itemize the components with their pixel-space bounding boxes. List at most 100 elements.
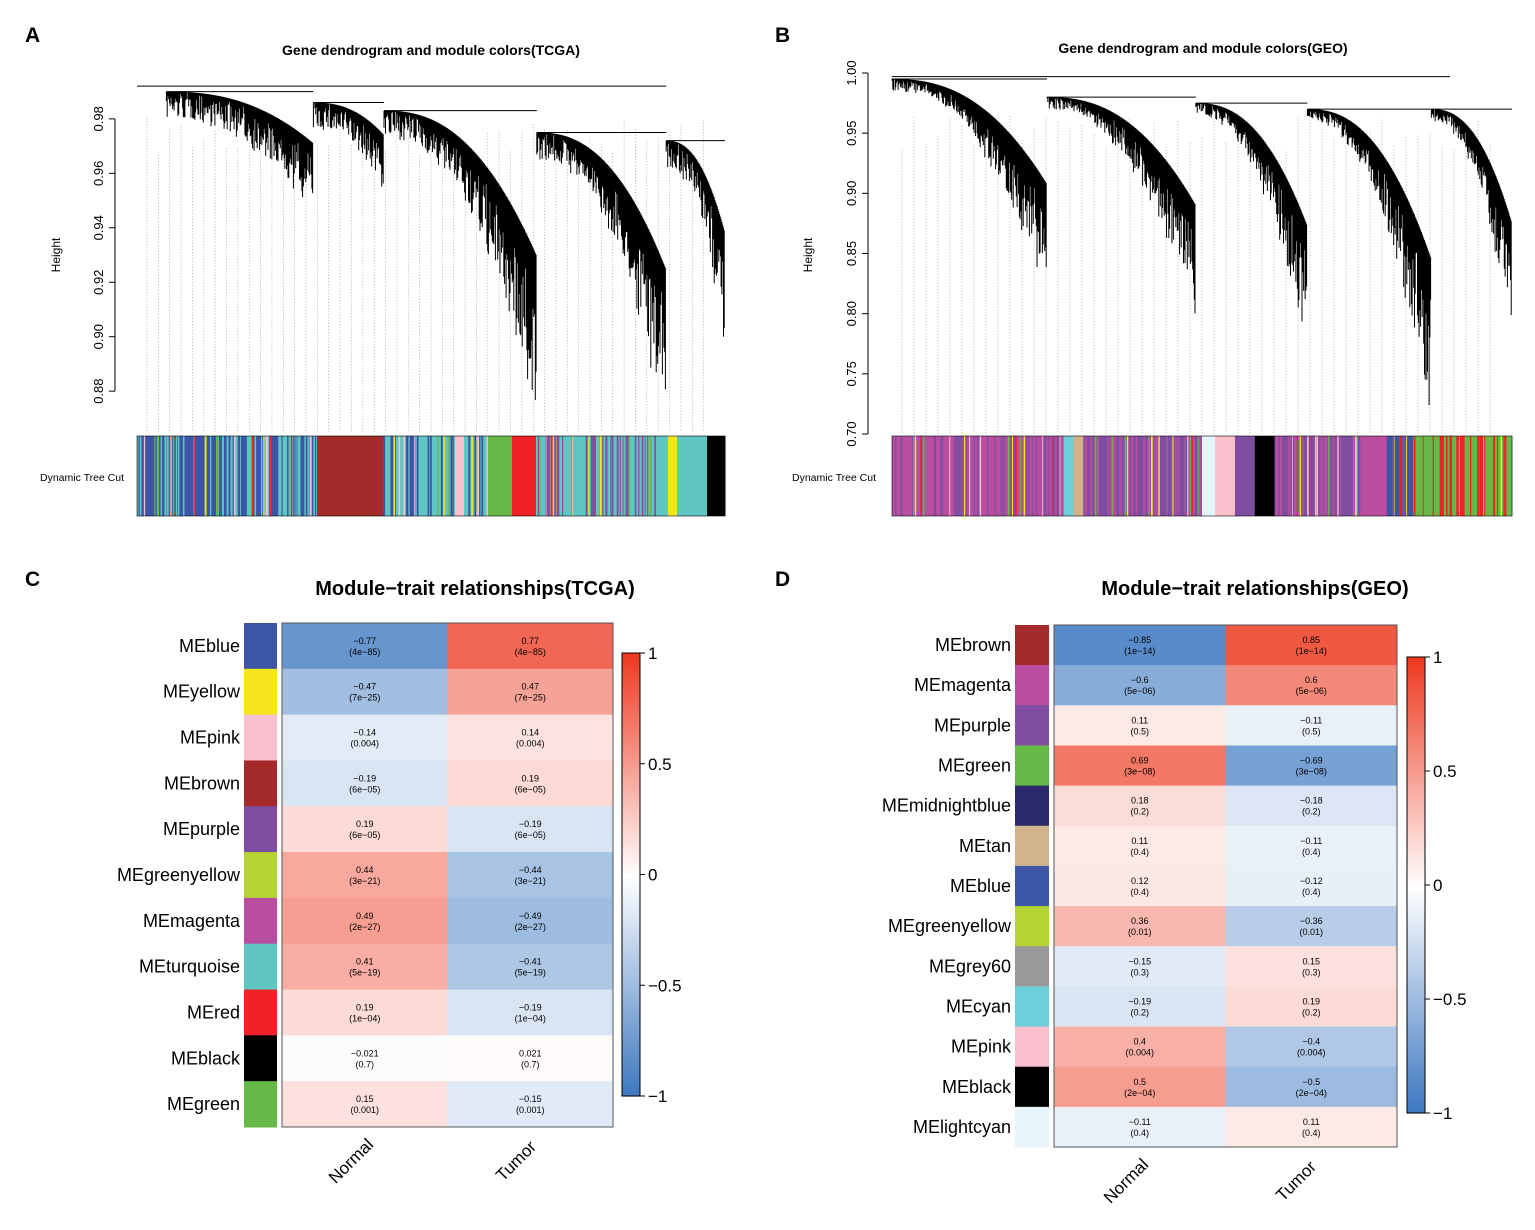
cell-pvalue: (4e−85) <box>349 647 380 657</box>
row-label: MEgreen <box>167 1094 240 1114</box>
module-stripe <box>959 436 961 516</box>
module-stripe <box>1300 436 1302 516</box>
cell-pvalue: (0.001) <box>516 1105 545 1115</box>
legend-gradient-step <box>622 958 640 964</box>
legend-gradient-step <box>1407 1008 1425 1014</box>
module-stripe <box>953 436 956 516</box>
cell-correlation: −0.19 <box>1128 996 1151 1006</box>
module-stripe <box>240 436 241 516</box>
legend-gradient-step <box>622 870 640 876</box>
legend-gradient-step <box>1407 875 1425 882</box>
legend-gradient-step <box>1407 980 1425 986</box>
module-stripe <box>1052 436 1055 516</box>
module-stripe <box>922 436 925 516</box>
module-stripe <box>1280 436 1282 516</box>
legend-gradient-step <box>622 856 640 862</box>
heatmap-cell <box>447 806 614 853</box>
module-stripe <box>1059 436 1061 516</box>
module-stripe <box>471 436 473 516</box>
module-stripe <box>956 436 959 516</box>
module-stripe <box>1158 436 1160 516</box>
module-stripe <box>1107 436 1110 516</box>
cell-correlation: −0.11 <box>1129 1117 1151 1127</box>
module-stripe <box>284 436 287 516</box>
legend-gradient-step <box>622 750 640 756</box>
module-block-magenta <box>1360 436 1388 516</box>
cell-pvalue: (0.3) <box>1130 967 1149 977</box>
heatmap-cell <box>1225 1026 1398 1068</box>
module-stripe <box>1143 436 1145 516</box>
module-stripe <box>1094 436 1097 516</box>
row-label: MElightcyan <box>913 1117 1011 1137</box>
module-stripe <box>940 436 942 516</box>
cell-correlation: 0.11 <box>1303 1117 1320 1127</box>
heatmap-cell <box>1225 1066 1398 1108</box>
legend-gradient-step <box>622 772 640 778</box>
heatmap-frame <box>281 622 614 1128</box>
module-stripe <box>1012 436 1014 516</box>
cell-correlation: −0.5 <box>1302 1077 1320 1087</box>
row-label: MEpurple <box>163 819 240 839</box>
panel-label-c: C <box>25 568 41 591</box>
module-stripe <box>285 436 288 516</box>
module-stripe <box>994 436 996 516</box>
cell-correlation: −0.14 <box>353 728 376 738</box>
legend-gradient-step <box>622 723 640 729</box>
module-stripe <box>383 436 385 516</box>
legend-gradient-step <box>1407 1049 1425 1055</box>
panel-label-d: D <box>775 568 791 591</box>
module-stripe <box>558 436 560 516</box>
module-color-swatch <box>1015 1106 1049 1148</box>
legend-gradient-step <box>1407 771 1425 777</box>
module-stripe <box>610 436 612 516</box>
module-stripe <box>1504 436 1507 516</box>
cell-correlation: 0.14 <box>521 728 539 738</box>
color-bar-frame <box>136 435 726 517</box>
legend-gradient-step <box>622 830 640 836</box>
y-tick-label: 0.85 <box>844 241 859 266</box>
legend-gradient-step <box>622 684 640 690</box>
module-stripe <box>553 436 555 516</box>
legend-gradient-step <box>1407 939 1425 945</box>
cell-correlation: −0.49 <box>519 911 542 921</box>
module-stripe <box>1503 436 1505 516</box>
cell-correlation: 0.15 <box>356 1094 374 1104</box>
cell-pvalue: (3e−08) <box>1124 767 1155 777</box>
row-label: MEgreen <box>938 756 1011 776</box>
legend-gradient-step <box>1407 921 1425 927</box>
module-stripe <box>1450 436 1452 516</box>
module-stripe <box>634 436 637 516</box>
legend-gradient-step <box>1407 1030 1425 1037</box>
module-block-purple <box>1083 436 1203 516</box>
module-color-swatch <box>1015 946 1049 987</box>
column-label: Normal <box>1100 1155 1152 1207</box>
legend-gradient-step <box>622 1020 640 1026</box>
module-color-swatch <box>244 806 277 853</box>
module-stripe <box>979 436 982 516</box>
legend-tick-label: 1 <box>648 644 657 663</box>
legend-gradient-step <box>1407 802 1425 809</box>
module-stripe <box>226 436 228 516</box>
module-stripe <box>292 436 294 516</box>
module-stripe <box>1177 436 1180 516</box>
y-tick-label: 0.92 <box>91 270 106 295</box>
module-stripe <box>250 436 252 516</box>
legend-gradient-step <box>1407 766 1425 772</box>
module-stripe <box>955 436 958 516</box>
legend-gradient-step <box>1407 885 1425 891</box>
module-stripe <box>626 436 629 516</box>
module-stripe <box>619 436 621 516</box>
y-tick-label: 0.75 <box>844 361 859 386</box>
module-stripe <box>263 436 266 516</box>
row-label: MEtan <box>959 836 1011 856</box>
module-stripe <box>410 436 413 516</box>
cell-correlation: 0.19 <box>1302 996 1320 1006</box>
row-label: MEblue <box>179 636 240 656</box>
legend-gradient-step <box>622 763 640 769</box>
legend-gradient-step <box>622 697 640 703</box>
module-stripe <box>969 436 971 516</box>
module-color-bar: Dynamic Tree Cut <box>40 435 726 517</box>
cell-pvalue: (0.7) <box>355 1059 374 1069</box>
module-stripe <box>1288 436 1290 516</box>
module-stripe <box>1489 436 1492 516</box>
